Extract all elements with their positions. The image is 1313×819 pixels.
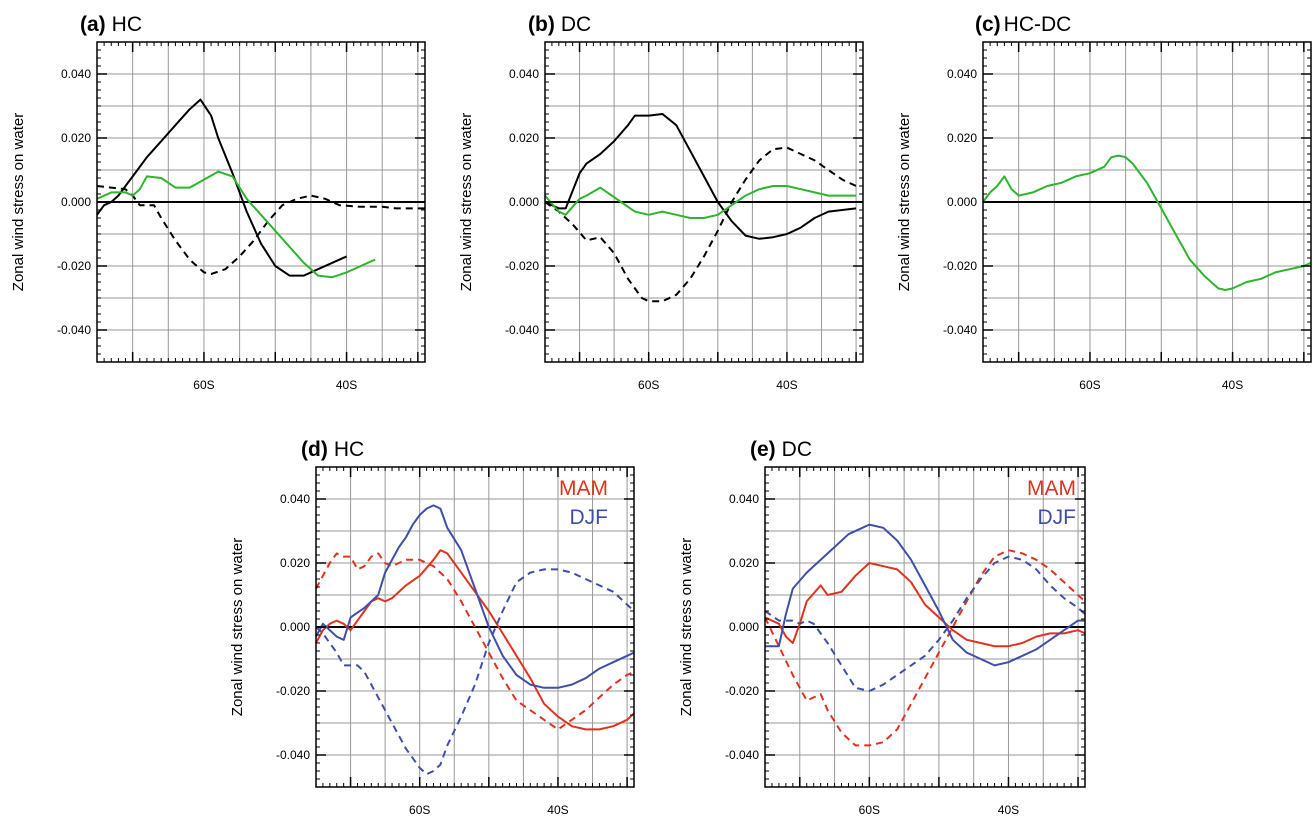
panel-b-xticks: 60S 40S — [638, 378, 798, 392]
panel-c-title: (c) HC-DC — [975, 13, 1071, 36]
x-tick-label: 40S — [776, 378, 797, 392]
y-tick-label: -0.020 — [943, 259, 977, 273]
panel-e-ylabel: Zonal wind stress on water — [678, 538, 695, 716]
panel-e-plot — [764, 466, 1086, 788]
series-blue-dashed-line — [315, 568, 635, 776]
series-blue-solid-line — [765, 523, 1085, 667]
panel-b-ylabel: Zonal wind stress on water — [458, 113, 475, 291]
y-tick-label: 0.000 — [729, 620, 759, 634]
series-red-dashed-line — [315, 552, 635, 731]
y-tick-label: -0.020 — [505, 259, 539, 273]
panel-e: (e) DC Zonal wind stress on water -0.040-… — [678, 438, 1086, 817]
series-red-dashed-line — [764, 549, 1086, 747]
y-tick-label: -0.040 — [276, 748, 310, 762]
panel-c: (c) HC-DC Zonal wind stress on water -0.0… — [896, 13, 1312, 392]
series-black-solid-line — [96, 98, 348, 277]
series-green-solid-line — [96, 170, 376, 279]
y-tick-label: -0.040 — [57, 323, 91, 337]
panel-c-plot — [982, 41, 1312, 363]
y-tick-label: 0.000 — [61, 195, 91, 209]
x-tick-label: 60S — [409, 803, 430, 817]
series-red-solid-line — [315, 549, 635, 731]
series-blue-dashed-line — [764, 555, 1086, 692]
y-tick-label: 0.020 — [729, 556, 759, 570]
panel-d-yticks: -0.040 -0.020 0.000 0.020 0.040 — [276, 492, 310, 762]
y-tick-label: 0.000 — [947, 195, 977, 209]
y-tick-label: -0.020 — [725, 684, 759, 698]
y-tick-label: 0.040 — [280, 492, 310, 506]
panel-d-ylabel: Zonal wind stress on water — [229, 538, 246, 716]
panel-d-plot — [315, 466, 635, 788]
panel-b-title: (b) DC — [528, 13, 591, 36]
panel-a-yticks: -0.040 -0.020 0.000 0.020 0.040 — [57, 67, 91, 337]
y-tick-label: -0.040 — [505, 323, 539, 337]
y-tick-label: 0.020 — [61, 131, 91, 145]
series-red-solid-line — [764, 562, 1086, 648]
panel-a-plot — [96, 41, 426, 363]
x-tick-label: 40S — [1222, 378, 1243, 392]
x-tick-label: 40S — [998, 803, 1019, 817]
series-black-dashed-line — [96, 185, 425, 275]
y-tick-label: 0.040 — [729, 492, 759, 506]
panel-b-plot — [544, 41, 864, 363]
y-tick-label: 0.020 — [947, 131, 977, 145]
x-tick-label: 60S — [638, 378, 659, 392]
x-tick-label: 40S — [547, 803, 568, 817]
y-tick-label: -0.040 — [943, 323, 977, 337]
panel-a: (a) HC Zonal wind stress on water -0.040-… — [10, 13, 426, 392]
panel-e-yticks: -0.040 -0.020 0.000 0.020 0.040 — [725, 492, 759, 762]
panel-a-xticks: 60S 40S — [193, 378, 357, 392]
y-tick-label: 0.020 — [280, 556, 310, 570]
x-tick-label: 60S — [859, 803, 880, 817]
y-tick-label: 0.040 — [509, 67, 539, 81]
y-tick-label: 0.040 — [947, 67, 977, 81]
y-tick-label: 0.000 — [509, 195, 539, 209]
x-tick-label: 60S — [1079, 378, 1100, 392]
panel-c-yticks: -0.040 -0.020 0.000 0.020 0.040 — [943, 67, 977, 337]
x-tick-label: 40S — [336, 378, 357, 392]
series-green-solid-line — [544, 185, 857, 219]
panel-b-yticks: -0.040 -0.020 0.000 0.020 0.040 — [505, 67, 539, 337]
y-tick-label: -0.040 — [725, 748, 759, 762]
x-tick-label: 60S — [193, 378, 214, 392]
panel-d-legend-mam: MAM — [559, 477, 608, 500]
y-tick-label: -0.020 — [57, 259, 91, 273]
series-black-solid-line — [544, 113, 857, 240]
panel-a-ylabel: Zonal wind stress on water — [10, 113, 27, 291]
panel-c-ylabel: Zonal wind stress on water — [896, 113, 913, 291]
panel-c-xticks: 60S 40S — [1079, 378, 1243, 392]
panel-d: (d) HC Zonal wind stress on water -0.040-… — [229, 438, 635, 817]
series-black-dashed-line — [544, 146, 857, 303]
panel-e-xticks: 60S 40S — [859, 803, 1019, 817]
y-tick-label: 0.040 — [61, 67, 91, 81]
series-green-solid-line — [982, 154, 1312, 291]
y-tick-label: -0.020 — [276, 684, 310, 698]
series-blue-solid-line — [315, 504, 635, 689]
panel-e-legend-mam: MAM — [1027, 477, 1076, 500]
panel-b: (b) DC Zonal wind stress on water -0.040-… — [458, 13, 864, 392]
panel-d-title: (d) HC — [301, 438, 364, 461]
panel-d-xticks: 60S 40S — [409, 803, 569, 817]
y-tick-label: 0.000 — [280, 620, 310, 634]
panel-a-title: (a) HC — [80, 13, 142, 36]
panel-e-legend-djf: DJF — [1038, 506, 1077, 529]
y-tick-label: 0.020 — [509, 131, 539, 145]
panel-d-legend-djf: DJF — [570, 506, 609, 529]
panel-e-title: (e) DC — [750, 438, 812, 461]
